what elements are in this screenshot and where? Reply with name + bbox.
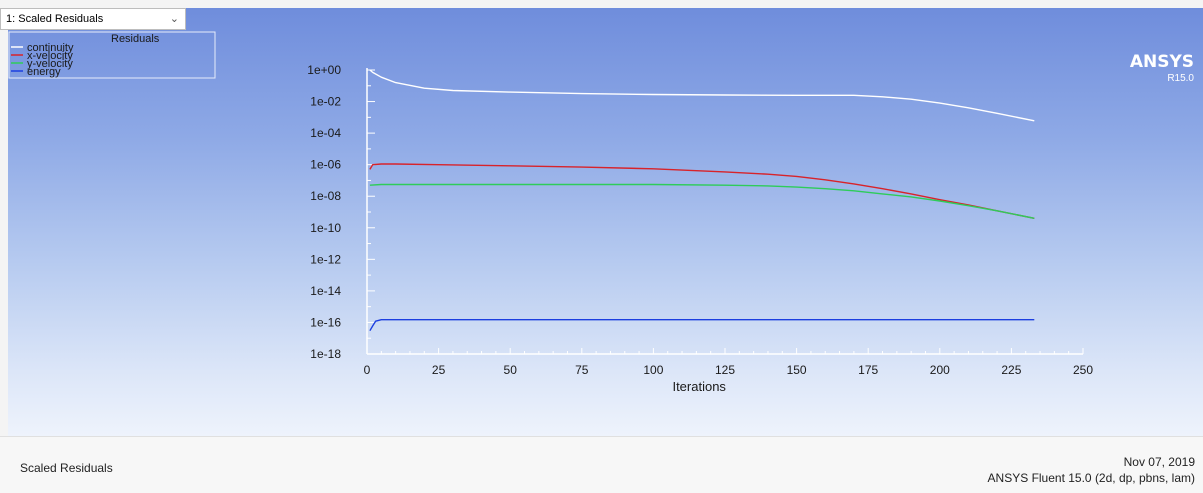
window-selector-dropdown[interactable]: 1: Scaled Residuals ⌄ [0,8,186,30]
x-tick-label: 200 [930,363,950,377]
legend-title: Residuals [111,33,160,45]
legend-entry-continuity: continuity [27,42,74,54]
chevron-down-icon[interactable]: ⌄ [169,13,179,25]
series-line-energy [369,319,1035,332]
legend-box [8,31,216,79]
y-tick-label: 1e-02 [310,95,341,109]
graphics-window[interactable]: 1e+00 1e-02 1e-04 1e-06 1e-08 1e-10 1e-12 1e-14… [8,8,1203,436]
top-bar [0,0,1203,8]
x-tick-label: 50 [504,363,518,377]
y-tick-label: 1e+00 [307,63,341,77]
y-tick-label: 1e-04 [310,126,341,140]
series-line-x-velocity [369,163,1035,219]
y-tick-label: 1e-06 [310,158,341,172]
window-selector-value: 1: Scaled Residuals [6,13,104,25]
footer-date: Nov 07, 2019 [1123,455,1195,469]
series-line-y-velocity [369,183,1035,219]
residuals-chart: 1e+00 1e-02 1e-04 1e-06 1e-08 1e-10 1e-12 1e-14… [8,31,1194,394]
x-tick-label: 75 [575,363,589,377]
ansys-release: R15.0 [1167,73,1194,84]
y-tick-label: 1e-14 [310,284,341,298]
x-tick-label: 0 [364,363,371,377]
series-line-continuity [369,69,1035,122]
footer-version: ANSYS Fluent 15.0 (2d, dp, pbns, lam) [987,471,1195,485]
y-tick-label: 1e-18 [310,347,341,361]
x-tick-label: 100 [643,363,663,377]
legend-entry-y-velocity: y-velocity [27,58,73,70]
footer-title: Scaled Residuals [20,461,113,475]
ansys-logo: ANSYS [1130,52,1194,72]
y-tick-label: 1e-16 [310,315,341,329]
legend-entry-energy: energy [27,66,61,78]
y-tick-label: 1e-08 [310,189,341,203]
y-tick-label: 1e-12 [310,252,341,266]
x-axis-label: Iterations [672,379,726,394]
x-tick-label: 225 [1001,363,1021,377]
x-tick-label: 150 [787,363,807,377]
x-tick-label: 250 [1073,363,1093,377]
legend-entry-x-velocity: x-velocity [27,50,73,62]
y-tick-label: 1e-10 [310,221,341,235]
graphics-footer: Scaled Residuals Nov 07, 2019 ANSYS Flue… [0,436,1203,493]
x-tick-label: 25 [432,363,446,377]
x-tick-label: 125 [715,363,735,377]
x-tick-label: 175 [858,363,878,377]
